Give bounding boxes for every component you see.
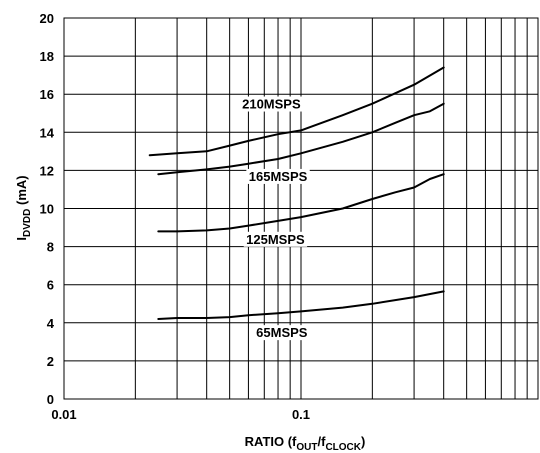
series-labels: 210MSPS 165MSPS 125MSPS 65MSPS: [239, 96, 310, 341]
x-axis-label: RATIO (fOUT/fCLOCK): [245, 434, 366, 453]
series-lines: [148, 66, 445, 320]
x-tick-label: 0.01: [51, 407, 76, 422]
series-label-210msps: 210MSPS: [242, 97, 301, 112]
y-tick-label: 8: [47, 240, 54, 255]
y-tick-label: 0: [47, 392, 54, 407]
y-axis-label: IDVDD (mA): [14, 175, 33, 240]
x-tick-labels: 0.01 0.1: [51, 407, 310, 422]
y-tick-label: 18: [40, 49, 54, 64]
y-tick-label: 10: [40, 202, 54, 217]
series-line-210msps: [148, 66, 445, 157]
y-tick-label: 14: [40, 125, 55, 140]
series-label-125msps: 125MSPS: [246, 232, 305, 247]
series-label-bg: [246, 168, 310, 184]
series-line-165msps: [157, 102, 445, 176]
series-line-125msps: [157, 173, 445, 233]
series-label-bg: [239, 96, 304, 112]
y-tick-label: 20: [40, 11, 54, 26]
y-tick-labels: 0 2 4 6 8 10 12 14 16 18 20: [40, 11, 55, 407]
x-tick-label: 0.1: [292, 407, 310, 422]
series-label-65msps: 65MSPS: [256, 325, 308, 340]
series-label-165msps: 165MSPS: [249, 169, 308, 184]
y-tick-label: 12: [40, 163, 54, 178]
y-tick-label: 6: [47, 278, 54, 293]
series-line-65msps: [157, 290, 445, 320]
grid: [63, 17, 539, 400]
y-tick-label: 2: [47, 354, 54, 369]
y-tick-label: 4: [47, 316, 55, 331]
series-label-bg: [254, 325, 310, 341]
series-label-bg: [243, 231, 308, 247]
y-tick-label: 16: [40, 87, 54, 102]
